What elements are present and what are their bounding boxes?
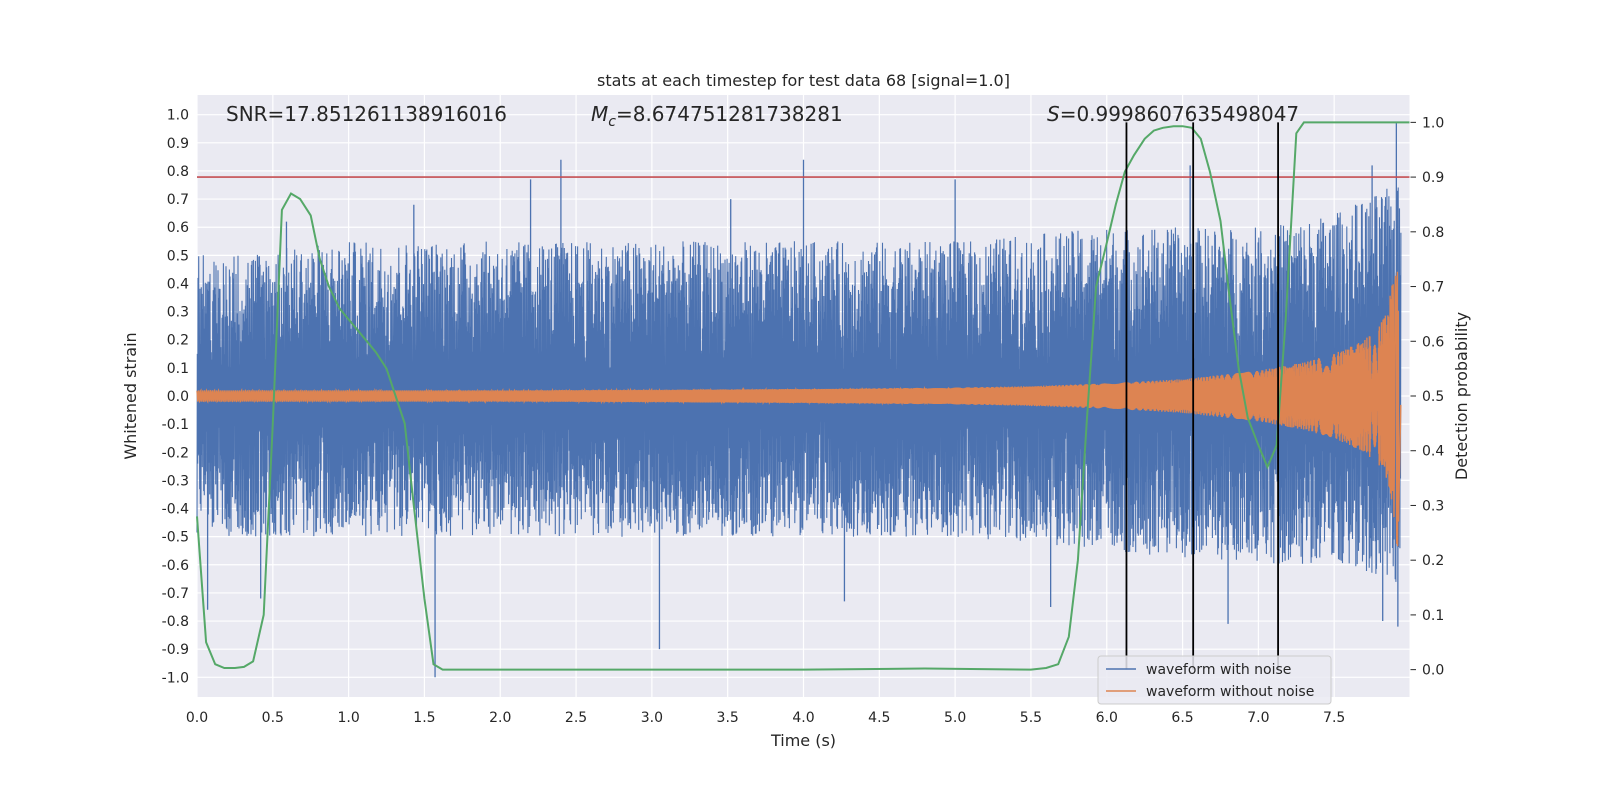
y-right-tick-label: 0.2 bbox=[1422, 553, 1444, 569]
x-tick-label: 7.0 bbox=[1247, 710, 1269, 726]
x-tick-label: 4.0 bbox=[792, 710, 814, 726]
x-tick-label: 6.0 bbox=[1096, 710, 1118, 726]
probability-line bbox=[196, 121, 1410, 671]
y-right-tick-label: 1.0 bbox=[1422, 115, 1444, 131]
x-tick-label: 2.0 bbox=[489, 710, 511, 726]
y-left-tick-label: 1.0 bbox=[167, 108, 189, 124]
y-left-tick-label: -0.8 bbox=[162, 614, 189, 630]
clean-series bbox=[196, 271, 1402, 547]
y-left-tick-label: -0.4 bbox=[162, 502, 189, 518]
vertical-markers bbox=[1125, 122, 1279, 670]
y-left-ticks: 1.0 0.9 0.8 0.7 0.6 0.5 0.4 0.3 0.2 0.1 0.0 -0.1 -0.… bbox=[162, 108, 189, 687]
y-left-tick-label: 0.4 bbox=[167, 276, 189, 292]
y-right-tick-label: 0.0 bbox=[1422, 663, 1444, 679]
mc-value: =8.674751281738281 bbox=[616, 102, 843, 126]
x-tick-label: 0.0 bbox=[186, 710, 208, 726]
x-tick-label: 4.5 bbox=[868, 710, 890, 726]
snr-annotation: SNR=17.851261138916016 bbox=[226, 102, 507, 126]
x-tick-label: 1.0 bbox=[337, 710, 359, 726]
x-tick-label: 3.0 bbox=[641, 710, 663, 726]
mc-subscript: c bbox=[608, 114, 616, 130]
x-tick-label: 5.0 bbox=[944, 710, 966, 726]
y-left-tick-label: 0.5 bbox=[167, 248, 189, 264]
legend-label-clean: waveform without noise bbox=[1146, 684, 1314, 700]
y-left-tick-label: -0.9 bbox=[162, 642, 189, 658]
clean-waveform-line bbox=[196, 271, 1402, 547]
y-left-axis-label: Whitened strain bbox=[121, 332, 140, 459]
x-tick-label: 2.5 bbox=[565, 710, 587, 726]
y-right-tick-label: 0.3 bbox=[1422, 498, 1444, 514]
y-left-tick-label: -0.3 bbox=[162, 473, 189, 489]
y-left-tick-label: -0.5 bbox=[162, 530, 189, 546]
y-right-tick-label: 0.8 bbox=[1422, 225, 1444, 241]
y-right-tick-label: 0.4 bbox=[1422, 444, 1444, 460]
y-left-tick-label: 0.3 bbox=[167, 305, 189, 321]
x-tick-label: 6.5 bbox=[1171, 710, 1193, 726]
y-left-tick-label: -0.6 bbox=[162, 558, 189, 574]
x-tick-label: 3.5 bbox=[717, 710, 739, 726]
y-left-tick-label: -1.0 bbox=[162, 670, 189, 686]
y-left-tick-label: -0.1 bbox=[162, 417, 189, 433]
probability-series bbox=[196, 121, 1410, 671]
y-right-ticks: 1.0 0.9 0.8 0.7 0.6 0.5 0.4 0.3 0.2 0.1 0.0 bbox=[1410, 115, 1444, 679]
y-right-tick-label: 0.6 bbox=[1422, 334, 1444, 350]
y-left-tick-label: 0.6 bbox=[167, 220, 189, 236]
legend: waveform with noise waveform without noi… bbox=[1097, 655, 1332, 705]
s-value: =0.9998607635498047 bbox=[1060, 102, 1299, 126]
chart-title: stats at each timestep for test data 68 … bbox=[597, 71, 1010, 90]
y-right-tick-label: 0.1 bbox=[1422, 608, 1444, 624]
y-left-tick-label: 0.9 bbox=[167, 136, 189, 152]
y-left-tick-label: 0.1 bbox=[167, 361, 189, 377]
x-ticks: 0.0 0.5 1.0 1.5 2.0 2.5 3.0 3.5 4.0 4.5 5.0 5.5 6.0 6… bbox=[186, 710, 1345, 726]
legend-label-noise: waveform with noise bbox=[1146, 662, 1291, 678]
score-annotation: S=0.9998607635498047 bbox=[1047, 102, 1299, 126]
mc-symbol: M bbox=[591, 102, 608, 126]
y-right-tick-label: 0.7 bbox=[1422, 280, 1444, 296]
y-left-tick-label: -0.7 bbox=[162, 586, 189, 602]
y-right-tick-label: 0.9 bbox=[1422, 170, 1444, 186]
y-right-axis-label: Detection probability bbox=[1452, 312, 1471, 480]
x-tick-label: 5.5 bbox=[1020, 710, 1042, 726]
x-tick-label: 0.5 bbox=[262, 710, 284, 726]
y-left-tick-label: 0.2 bbox=[167, 333, 189, 349]
x-tick-label: 7.5 bbox=[1323, 710, 1345, 726]
y-left-tick-label: 0.7 bbox=[167, 192, 189, 208]
x-tick-label: 1.5 bbox=[413, 710, 435, 726]
y-right-tick-label: 0.5 bbox=[1422, 389, 1444, 405]
y-left-tick-label: -0.2 bbox=[162, 445, 189, 461]
legend-box bbox=[1097, 655, 1332, 705]
chirp-mass-annotation: Mc=8.674751281738281 bbox=[591, 102, 843, 130]
x-axis-label: Time (s) bbox=[770, 731, 836, 750]
s-symbol: S bbox=[1047, 102, 1060, 126]
y-left-tick-label: 0.8 bbox=[167, 164, 189, 180]
y-left-tick-label: 0.0 bbox=[167, 389, 189, 405]
